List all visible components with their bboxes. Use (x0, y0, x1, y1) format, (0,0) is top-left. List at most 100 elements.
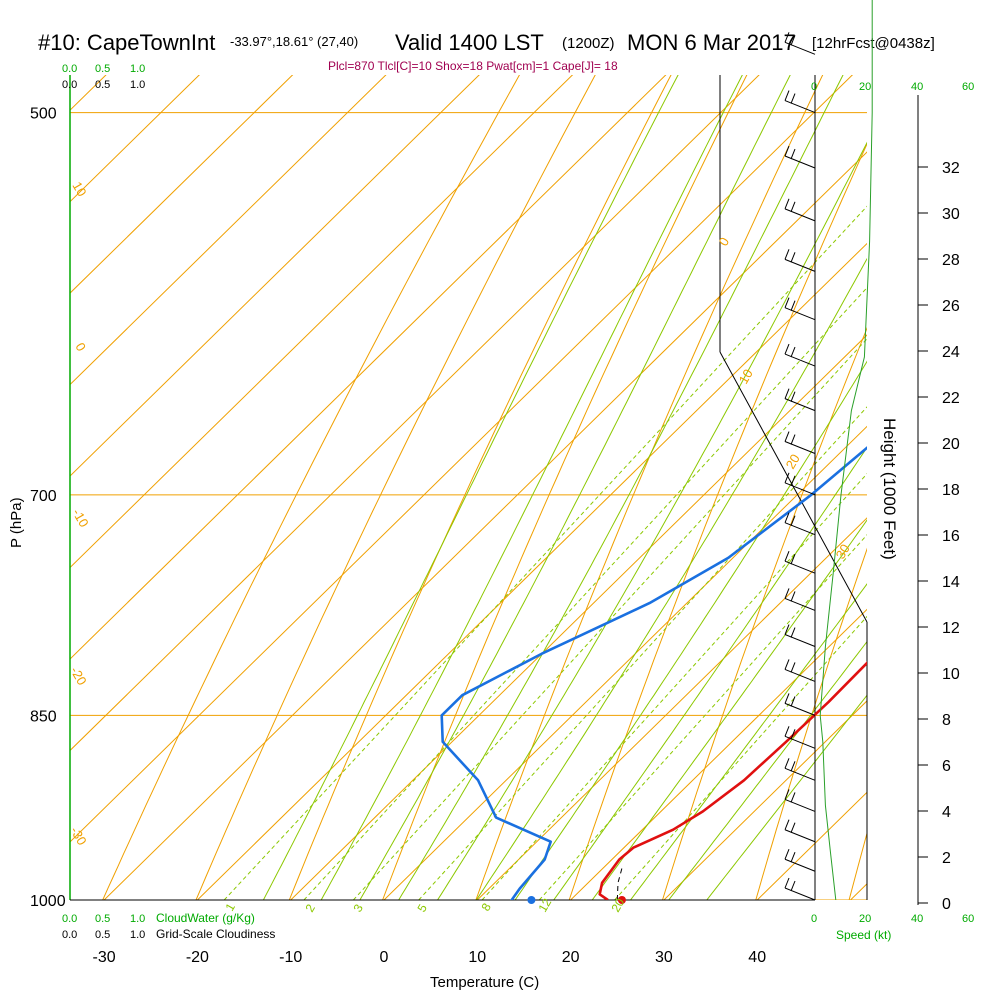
mixing-ratio-line (352, 338, 867, 900)
wind-barb-flag (784, 388, 790, 399)
dry-adiabat-label: 10 (736, 366, 756, 386)
speed-top-tick: 60 (962, 81, 974, 93)
wind-barb-staff (784, 41, 816, 55)
wind-barb-flag (784, 343, 790, 355)
cloudiness-bottom-tick: 0.5 (95, 929, 110, 941)
dry-adiabat-label: -20 (67, 664, 89, 688)
speed-bottom-tick: 60 (962, 913, 974, 925)
isotherm-line (70, 75, 387, 386)
dry-adiabat-line (568, 142, 867, 900)
wind-barb-flag (790, 729, 796, 740)
speed-scale-top: 0 20 40 60 (811, 81, 974, 93)
mixing-ratio-label: 3 (350, 901, 366, 914)
temperature-tick-label: 30 (655, 949, 673, 966)
height-tick-label: 6 (942, 758, 951, 775)
height-tick-label: 30 (942, 206, 960, 223)
wind-barb-staff (784, 560, 816, 574)
isotherm-line (0, 0, 777, 922)
mixing-ratio-line (538, 534, 867, 900)
wind-barb-staff (784, 258, 816, 272)
temperature-tick-label: 10 (468, 949, 486, 966)
axis-labels: 100-10-20-300102030123581220250300400500… (30, 106, 960, 966)
isotherm-line (70, 75, 854, 843)
wind-barb-staff (784, 887, 816, 901)
cloudwater-top-tick: 0.5 (95, 63, 110, 75)
height-axis-title: Height (1000 Feet) (880, 418, 899, 560)
surface-dewpoint-marker (527, 896, 536, 904)
wind-barb-flag (784, 849, 790, 860)
speed-bottom-tick: 0 (811, 913, 817, 925)
cloudiness-bottom-tick: 0.0 (62, 929, 77, 941)
wind-speed-profile (819, 0, 873, 901)
dry-adiabat-label: 10 (69, 179, 89, 199)
moist-adiabat-line (514, 360, 867, 900)
speed-label: Speed (kt) (836, 928, 891, 942)
wind-barb-flag (784, 624, 790, 635)
wind-barb-staff (784, 767, 816, 781)
height-tick-label: 28 (942, 252, 960, 269)
wind-barb-flag (790, 391, 796, 402)
cloudiness-top-tick: 1.0 (130, 79, 145, 91)
moist-adiabat-line (320, 75, 743, 900)
isotherm-line (476, 517, 867, 900)
cloudiness-top-tick: 0.0 (62, 79, 77, 91)
wind-barb-flag (784, 789, 790, 800)
dry-adiabat-line (930, 0, 1000, 955)
speed-bottom-tick: 40 (911, 913, 923, 925)
dry-adiabat-line (288, 75, 672, 900)
dry-adiabat-label: -30 (67, 824, 89, 848)
moist-adiabat-line (359, 75, 791, 900)
moist-adiabat-line (706, 694, 867, 900)
wind-barb-flag (784, 90, 790, 101)
mixing-ratio-label: 5 (414, 901, 430, 914)
temperature-tick-label: -10 (279, 949, 302, 966)
isotherm-line (569, 608, 867, 900)
wind-barb-flag (784, 472, 790, 484)
height-tick-label: 14 (942, 574, 960, 591)
series-parcel-line (616, 865, 624, 900)
cloudwater-top-tick: 1.0 (130, 63, 145, 75)
wind-barb-staff (784, 482, 816, 496)
dry-adiabat-line (102, 75, 520, 900)
wind-barb-flag (790, 475, 796, 487)
wind-barb-flag (790, 554, 796, 565)
temperature-tick-label: -20 (186, 949, 209, 966)
isotherm-line (70, 75, 760, 752)
height-tick-label: 26 (942, 298, 960, 315)
height-tick-label: 16 (942, 528, 960, 545)
mixing-ratio-label: 12 (535, 896, 554, 915)
isotherm-line (921, 0, 1000, 922)
cloudwater-bottom-tick: 0.5 (95, 913, 110, 925)
wind-barb-staff (784, 798, 816, 812)
wind-barb-flag (784, 693, 790, 704)
dry-adiabat-line (475, 75, 824, 900)
mixing-ratio-label: 20 (608, 896, 627, 915)
moist-adiabat-line (436, 141, 867, 900)
wind-barb-flag (790, 792, 796, 803)
height-tick-label: 12 (942, 620, 960, 637)
surface-temperature-marker (617, 896, 626, 904)
mixing-ratio-line (614, 615, 867, 900)
moist-adiabat-line (591, 519, 867, 900)
sounding-traces (440, 446, 867, 900)
temperature-tick-label: 40 (748, 949, 766, 966)
wind-speed-line (819, 0, 873, 901)
cloudiness-label: Grid-Scale Cloudiness (156, 927, 275, 941)
speed-scale-bottom: 0 20 40 60 Speed (kt) (811, 913, 974, 942)
isotherm-line (0, 0, 684, 922)
wind-barb-flag (790, 300, 796, 311)
dry-adiabat-line (195, 75, 596, 900)
isotherm-line (103, 151, 867, 900)
isotherm-line (849, 883, 867, 900)
dry-adiabat-label: -10 (69, 506, 91, 530)
series-dewpoint-line (440, 446, 867, 900)
isotherm-line (70, 75, 574, 569)
mixing-ratio-line (481, 473, 867, 900)
station-title: #10: CapeTownInt (38, 30, 215, 55)
zulu-time: (1200Z) (562, 35, 615, 52)
height-tick-label: 20 (942, 436, 960, 453)
isotherm-line (70, 75, 294, 294)
wind-barbs (784, 32, 816, 901)
wind-barb-flag (790, 852, 796, 863)
stability-params: Plcl=870 Tlcl[C]=10 Shox=18 Pwat[cm]=1 C… (328, 59, 618, 73)
